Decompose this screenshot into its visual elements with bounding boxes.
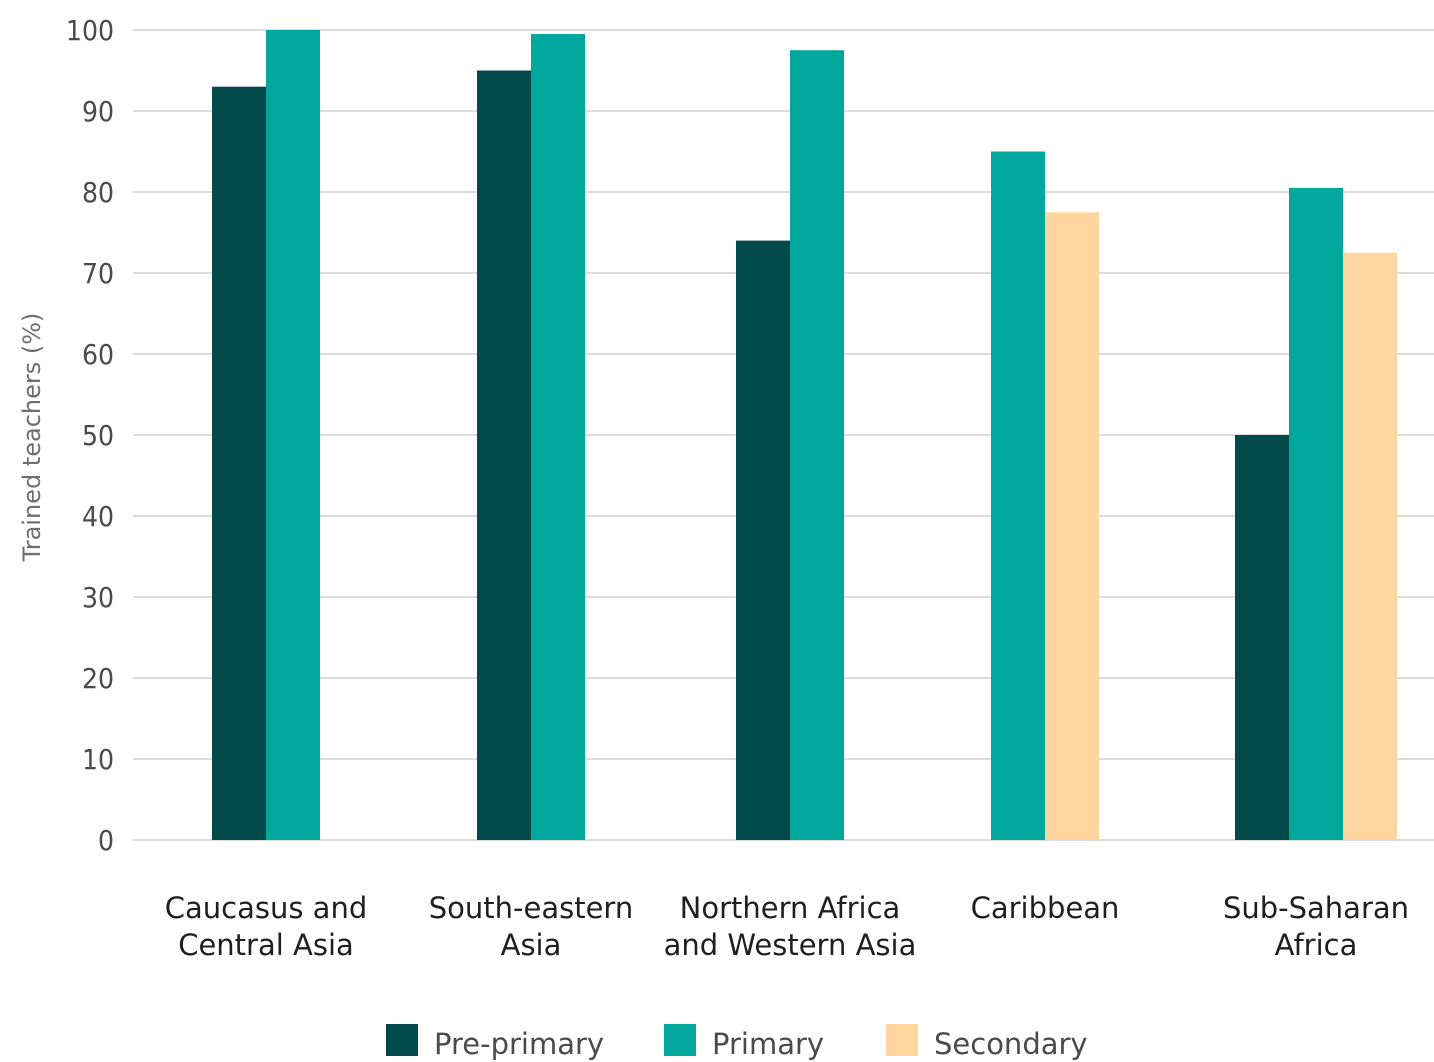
y-tick-label: 10: [82, 743, 114, 776]
y-tick-label: 60: [82, 338, 114, 371]
y-tick-label: 100: [66, 14, 114, 47]
bar-primary: [531, 34, 585, 841]
x-category-label: South-eastern Asia: [429, 891, 633, 962]
x-category-label-line: Central Asia: [178, 928, 354, 962]
x-category-label: Sub-Saharan Africa: [1223, 891, 1409, 962]
y-axis-title: Trained teachers (%): [18, 313, 46, 563]
bar-primary: [991, 151, 1045, 840]
x-category-label-line: Africa: [1275, 928, 1358, 962]
y-tick-label: 50: [82, 419, 114, 452]
x-category-label: Caribbean: [971, 891, 1120, 925]
x-category-label-line: Caribbean: [971, 891, 1120, 925]
x-category-label-line: Sub-Saharan: [1223, 891, 1409, 925]
bar-primary: [790, 50, 844, 840]
y-tick-label: 90: [82, 95, 114, 128]
legend-label-secondary: Secondary: [934, 1027, 1088, 1061]
bar-primary: [266, 30, 320, 840]
x-category-label-line: Caucasus and: [165, 891, 368, 925]
bar-pre-primary: [477, 70, 531, 840]
x-category-label: Caucasus and Central Asia: [165, 891, 368, 962]
x-axis-category-labels: Caucasus and Central Asia South-eastern Asi…: [165, 891, 1409, 962]
x-category-label-line: and Western Asia: [664, 928, 917, 962]
bar-secondary: [1045, 212, 1099, 840]
y-tick-label: 40: [82, 500, 114, 533]
legend-label-pre-primary: Pre-primary: [434, 1027, 604, 1061]
legend-swatch-secondary: [886, 1024, 918, 1056]
x-category-label-line: South-eastern: [429, 891, 633, 925]
y-axis-ticks: 0 10 20 30 40 50 60 70 80 90 100: [66, 14, 114, 857]
bar-primary: [1289, 187, 1343, 840]
legend-swatch-primary: [664, 1024, 696, 1056]
y-tick-label: 20: [82, 662, 114, 695]
legend-swatch-pre-primary: [386, 1024, 418, 1056]
bar-pre-primary: [1235, 435, 1289, 840]
bar-pre-primary: [736, 240, 790, 841]
x-category-label-line: Asia: [501, 928, 562, 962]
bars: [212, 30, 1397, 841]
legend: Pre-primary Primary Secondary: [386, 1024, 1088, 1061]
y-tick-label: 30: [82, 581, 114, 614]
legend-label-primary: Primary: [712, 1027, 824, 1061]
x-category-label: Northern Africa and Western Asia: [664, 891, 917, 962]
x-category-label-line: Northern Africa: [680, 891, 901, 925]
y-tick-label: 0: [98, 824, 114, 857]
bar-pre-primary: [212, 86, 266, 840]
bar-secondary: [1343, 252, 1397, 840]
y-tick-label: 70: [82, 257, 114, 290]
y-tick-label: 80: [82, 176, 114, 209]
